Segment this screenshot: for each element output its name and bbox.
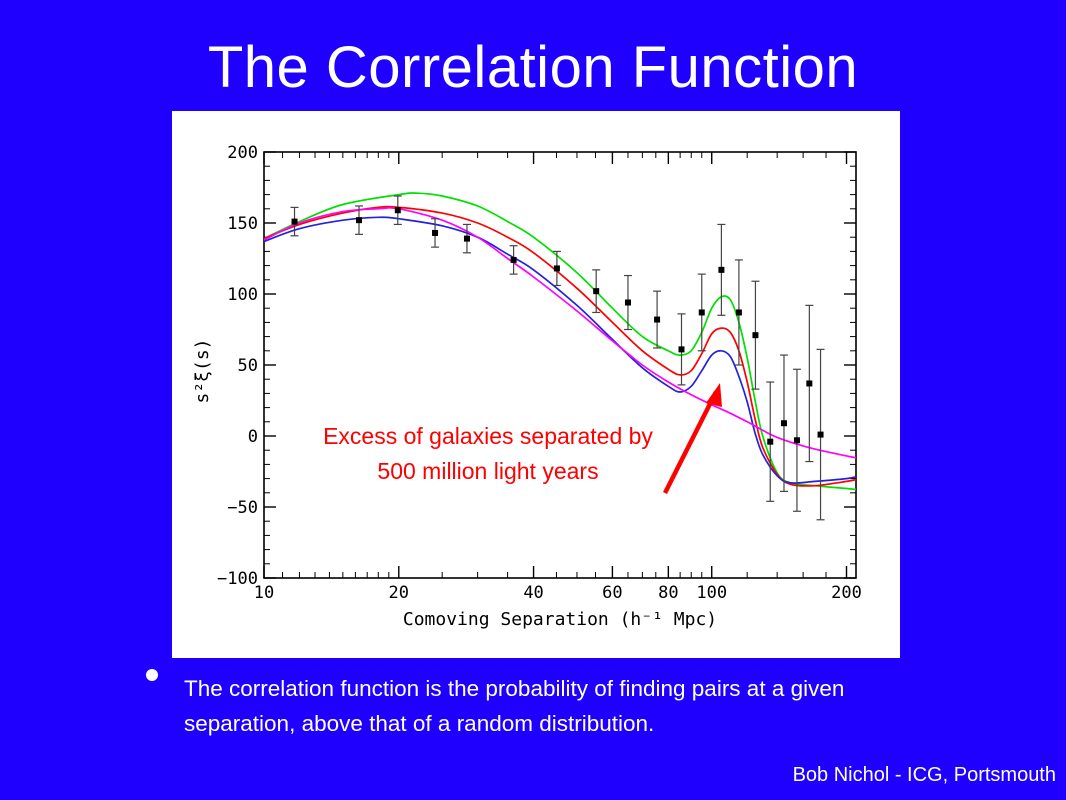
x-axis-label: Comoving Separation (h⁻¹ Mpc) [403,609,717,630]
data-point [735,309,742,316]
footer-credit: Bob Nichol - ICG, Portsmouth [792,764,1056,786]
x-tick-label: 40 [523,583,543,603]
data-point [817,431,824,438]
y-axis-label: s²ξ(s) [192,338,213,403]
data-point [553,265,560,272]
x-tick-label: 60 [602,583,622,603]
bullet-text: The correlation function is the probabil… [184,676,845,736]
data-point [654,316,661,323]
data-point [698,309,705,316]
y-tick-label: −100 [217,569,258,589]
y-tick-label: 150 [227,214,258,234]
plot-frame [263,151,857,579]
data-point [356,217,363,224]
y-tick-label: 100 [227,285,258,305]
annotation-arrow [662,390,719,495]
data-point [752,332,759,339]
y-tick-label: 200 [227,143,258,163]
correlation-plot: −100 −50 0 50 100 150 200 10 20 40 60 80 100 200 Comov… [172,111,900,658]
bullet-dot [146,669,158,681]
annotation-arrowhead [706,383,722,407]
data-point [394,207,401,214]
data-point [510,256,517,263]
data-point [806,380,813,387]
data-point [718,266,725,273]
model-curve-red [264,205,856,487]
chart-svg: −100 −50 0 50 100 150 200 10 20 40 60 80 100 200 Comov… [192,143,862,630]
data-point [463,235,470,242]
data-point [767,438,774,445]
data-point [793,437,800,444]
model-curve-blue [264,216,856,484]
x-tick-label: 200 [831,583,862,603]
x-tick-label: 20 [389,583,409,603]
x-tick-label: 100 [696,583,727,603]
data-point [432,229,439,236]
data-point [780,420,787,427]
model-curve-green [264,192,856,491]
slide-title: The Correlation Function [207,35,859,100]
data-point [678,346,685,353]
data-point [624,299,631,306]
chart-annotation: Excess of galaxies separated by 500 mill… [323,423,653,484]
x-tick-label: 10 [254,583,274,603]
y-tick-label: −50 [227,498,258,518]
data-point [291,218,298,225]
data-point [593,288,600,295]
y-tick-label: 0 [248,427,258,447]
y-tick-label: 50 [238,356,258,376]
x-tick-label: 80 [658,583,678,603]
